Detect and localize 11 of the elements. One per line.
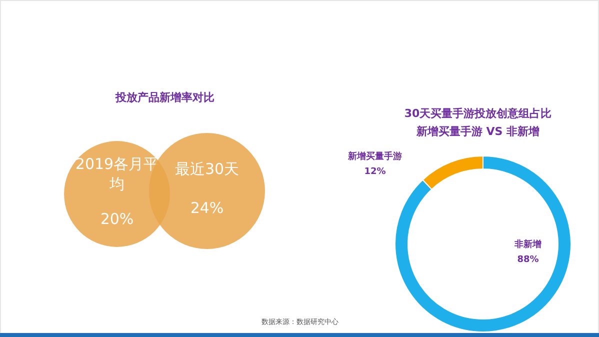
category-label: 2019各月平均 bbox=[75, 155, 159, 193]
chart-subtitle: 新增买量手游 VS 非新增 bbox=[415, 125, 540, 138]
data-label: 20% bbox=[100, 210, 134, 228]
slice-label: 新增买量手游 bbox=[347, 151, 402, 162]
text: 投放产品新增率对比 bbox=[114, 91, 214, 104]
category-label: 最近30天 bbox=[174, 160, 240, 178]
slice-label: 非新增 bbox=[514, 239, 542, 250]
data-label: 88% bbox=[517, 255, 539, 265]
chart-title: 30天买量手游投放创意组占比 bbox=[404, 107, 552, 120]
data-label: 12% bbox=[364, 167, 386, 177]
data-label: 24% bbox=[190, 199, 224, 217]
